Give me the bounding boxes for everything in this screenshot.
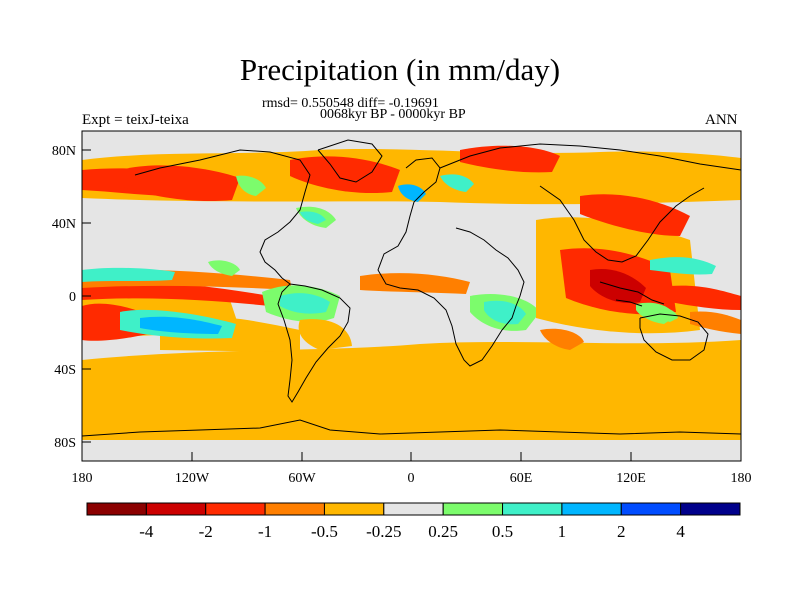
coastlines bbox=[81, 139, 742, 437]
coast-antarctica bbox=[81, 419, 742, 437]
colorbar-swatch bbox=[383, 502, 444, 516]
y-label-40n: 40N bbox=[52, 217, 76, 232]
colorbar-swatch bbox=[561, 502, 622, 516]
colorbar-level-label: 2 bbox=[617, 522, 626, 541]
trop-pacific-wet-core bbox=[140, 316, 222, 334]
y-label-80s: 80S bbox=[54, 436, 76, 451]
colorbar-level-label: -0.5 bbox=[311, 522, 338, 541]
eq-pacific-dry bbox=[82, 280, 270, 306]
colorbar-level-label: -4 bbox=[139, 522, 154, 541]
nw-pacific-wet bbox=[650, 257, 716, 275]
coast-maritime bbox=[599, 281, 665, 307]
colorbar-swatch bbox=[145, 502, 207, 516]
southern-indian-orange bbox=[540, 328, 584, 350]
coast-greenland bbox=[317, 139, 383, 183]
north-pacific-wet bbox=[82, 267, 175, 282]
colorbar-swatch bbox=[442, 502, 504, 516]
europe-wet bbox=[440, 174, 474, 192]
colorbar-swatch bbox=[264, 502, 325, 516]
alaska-red bbox=[120, 165, 240, 202]
y-label-40s: 40S bbox=[54, 363, 76, 378]
x-label-0: 0 bbox=[408, 471, 415, 486]
x-label-60w: 60W bbox=[288, 471, 316, 486]
europe-red bbox=[290, 156, 400, 194]
west-pacific-dry bbox=[670, 285, 741, 310]
colorbar: -4 -2 -1 -0.5 -0.25 0.25 0.5 1 2 4 bbox=[86, 502, 741, 541]
colorbar-swatch bbox=[620, 502, 682, 516]
map-title: Precipitation (in mm/day) bbox=[239, 52, 561, 87]
y-label-80n: 80N bbox=[52, 144, 76, 159]
y-label-0: 0 bbox=[69, 290, 76, 305]
colorbar-swatch bbox=[86, 502, 147, 516]
x-label-120w: 120W bbox=[175, 471, 210, 486]
colorbar-level-label: 0.5 bbox=[492, 522, 513, 541]
north-american-wet-core bbox=[300, 211, 326, 224]
precip-field bbox=[82, 131, 741, 461]
east-asia-red bbox=[580, 194, 690, 236]
central-pacific-wet bbox=[208, 260, 240, 276]
colorbar-swatch bbox=[323, 502, 385, 516]
x-label-180w: 180 bbox=[72, 471, 93, 486]
coast-asia bbox=[439, 143, 742, 263]
colorbar-level-label: -0.25 bbox=[366, 522, 401, 541]
west-pacific-dry-2 bbox=[690, 311, 741, 334]
coast-north-america bbox=[134, 149, 311, 285]
colorbar-level-label: 1 bbox=[558, 522, 567, 541]
stats-subtitle: rmsd= 0.550548 diff= -0.19691 bbox=[262, 96, 439, 111]
colorbar-level-label: -2 bbox=[199, 522, 213, 541]
coast-australia bbox=[639, 313, 709, 361]
axis-ticks bbox=[81, 149, 742, 461]
colorbar-swatch bbox=[502, 502, 563, 516]
colorbar-level-label: 0.25 bbox=[428, 522, 458, 541]
amazon-wet-core bbox=[280, 293, 330, 314]
colorbar-swatch bbox=[680, 502, 741, 516]
x-label-60e: 60E bbox=[510, 471, 533, 486]
colorbar-level-label: -1 bbox=[258, 522, 272, 541]
australia-wet bbox=[656, 308, 678, 322]
southern-ocean-dry-band bbox=[82, 340, 741, 440]
south-atlantic-dry bbox=[298, 319, 352, 350]
maritime-continent-core bbox=[590, 268, 646, 304]
colorbar-level-label: 4 bbox=[676, 522, 685, 541]
eq-atlantic-dry bbox=[360, 273, 470, 294]
north-atlantic-wet bbox=[236, 175, 266, 196]
season-label: ANN bbox=[705, 112, 738, 128]
x-label-180e: 180 bbox=[731, 471, 752, 486]
x-label-120e: 120E bbox=[616, 471, 646, 486]
coast-south-america bbox=[277, 283, 351, 403]
coast-europe-africa bbox=[377, 157, 525, 367]
colorbar-swatch bbox=[205, 502, 266, 516]
experiment-label: Expt = teixJ-teixa bbox=[82, 112, 189, 128]
period-subtitle: 0068kyr BP - 0000kyr BP bbox=[320, 107, 466, 122]
